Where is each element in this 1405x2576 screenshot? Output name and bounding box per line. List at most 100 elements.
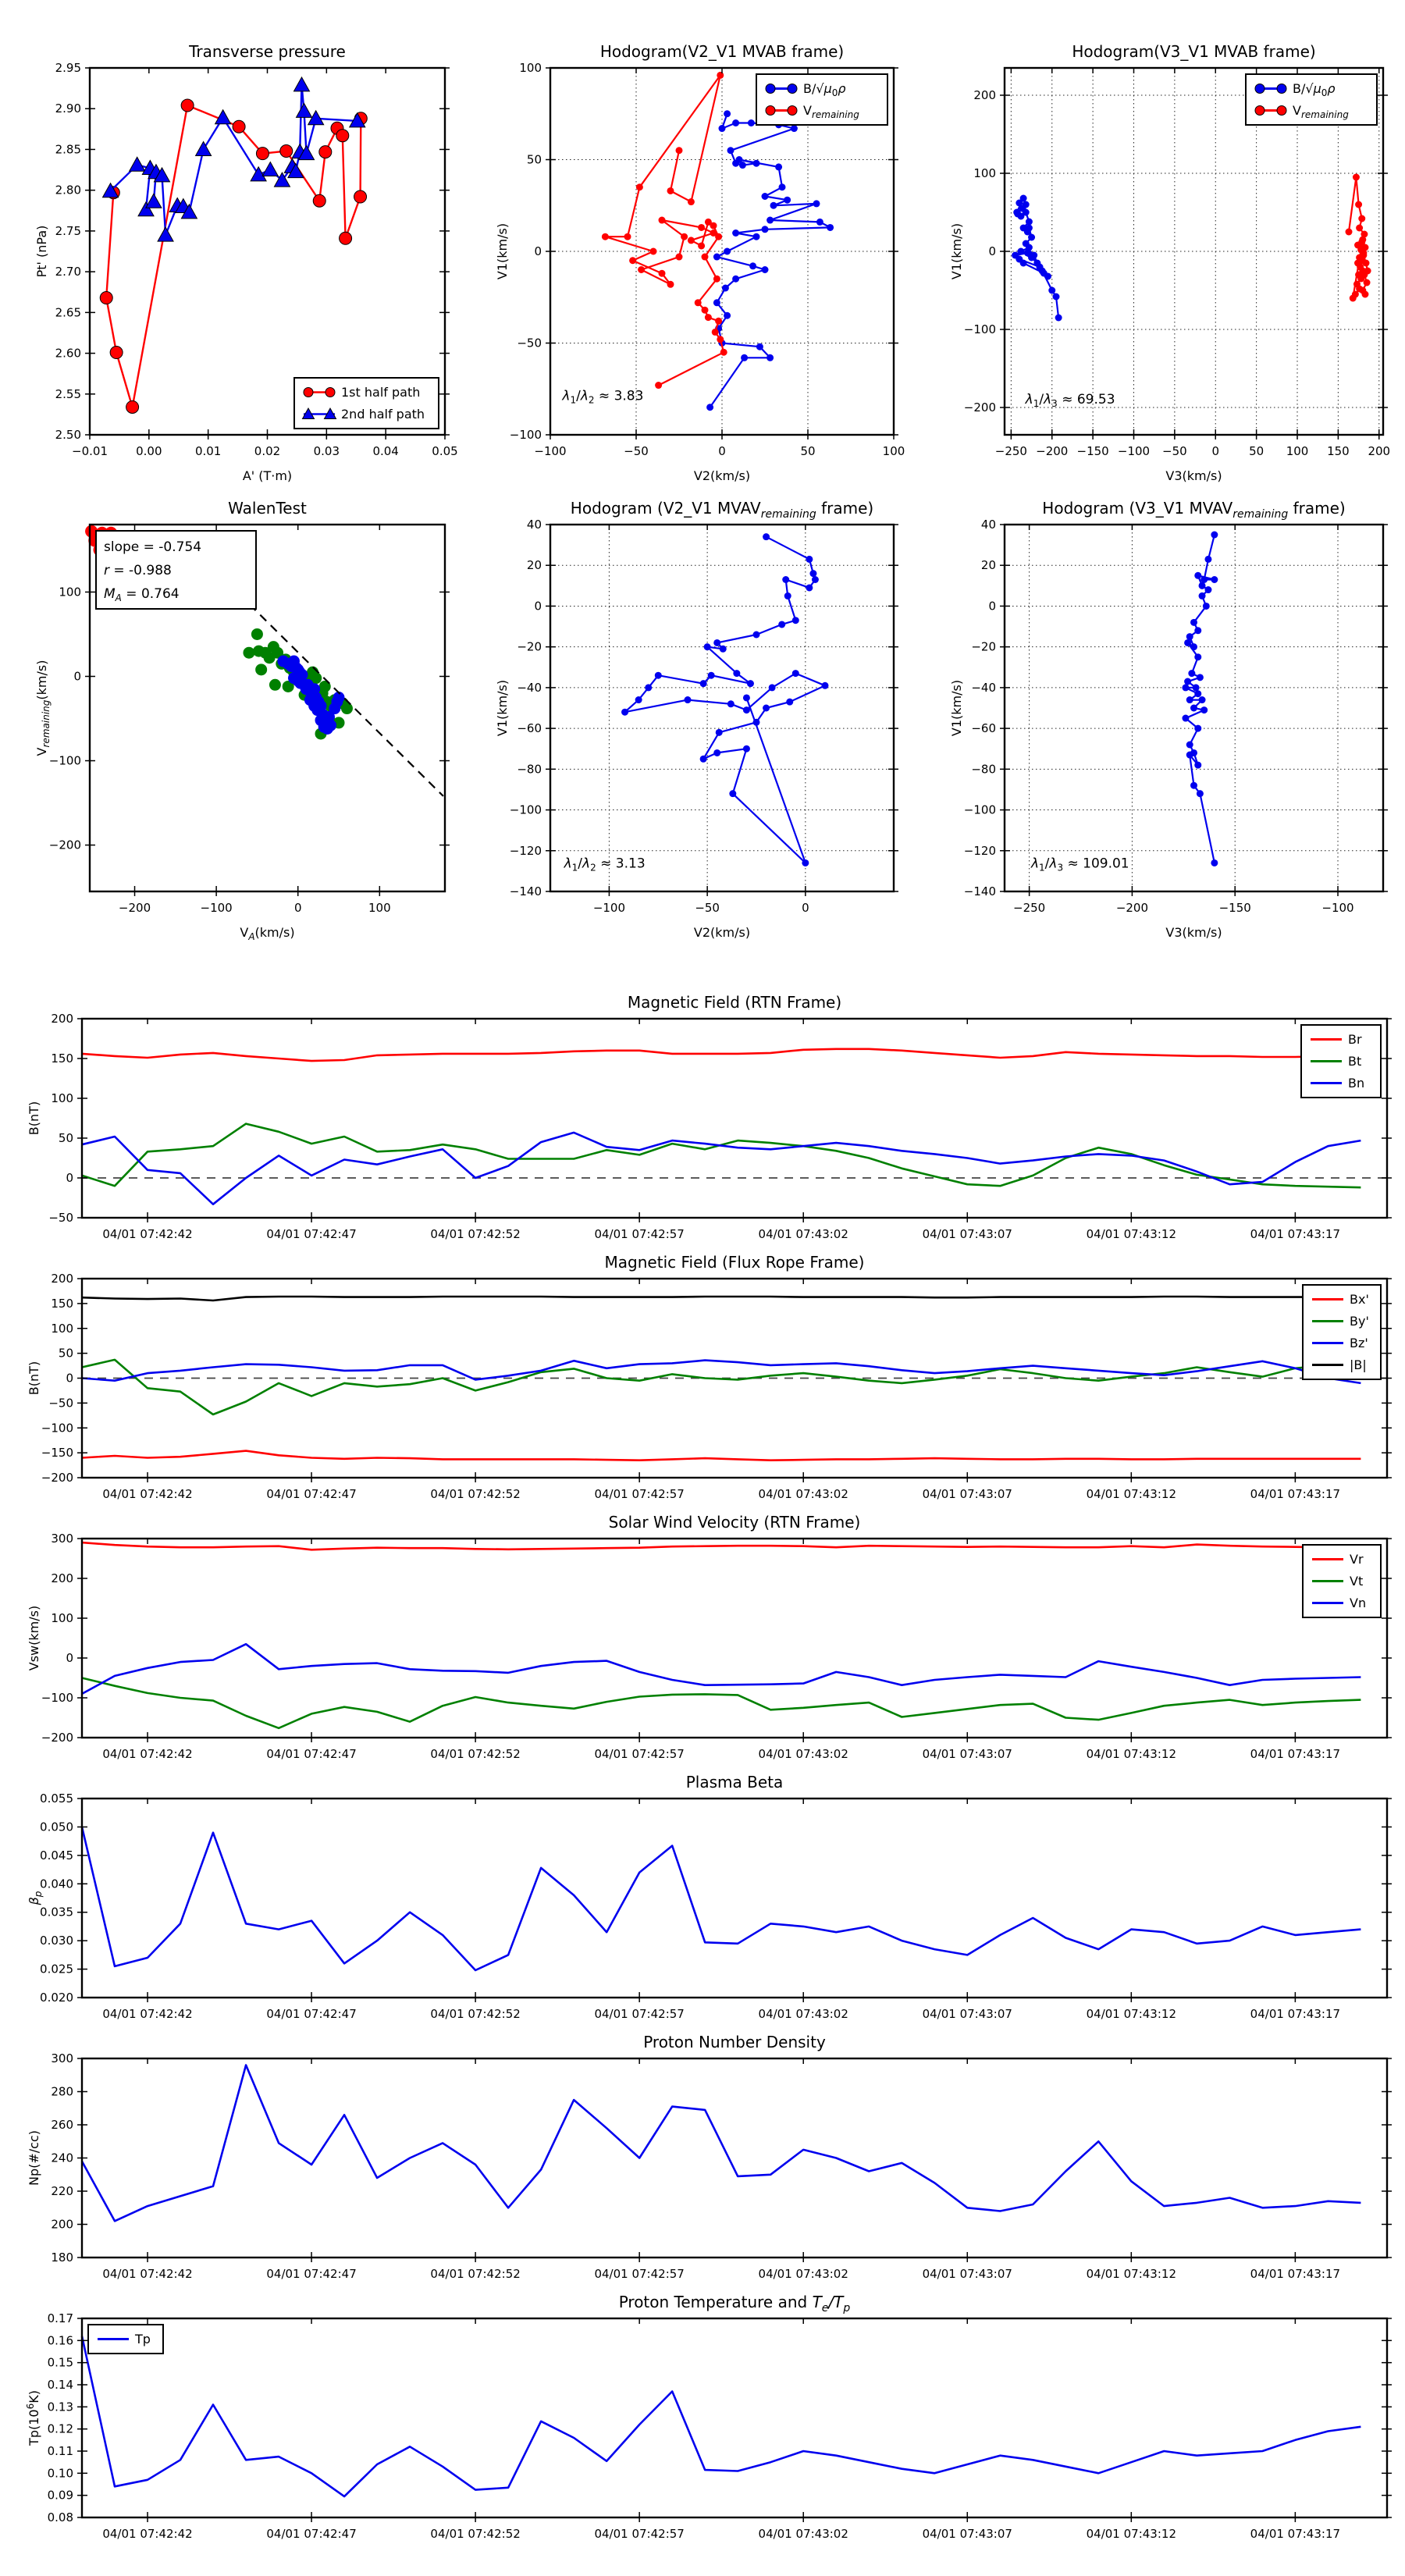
svg-text:0.030: 0.030 xyxy=(40,1934,73,1948)
svg-text:04/01 07:43:07: 04/01 07:43:07 xyxy=(923,1227,1012,1241)
svg-text:MA = 0.764: MA = 0.764 xyxy=(104,586,180,603)
svg-text:0.12: 0.12 xyxy=(48,2422,73,2436)
svg-text:1st half path: 1st half path xyxy=(341,385,420,400)
svg-text:200: 200 xyxy=(51,1571,73,1585)
svg-text:300: 300 xyxy=(51,1532,73,1546)
svg-text:−100: −100 xyxy=(1321,901,1353,915)
svg-text:By': By' xyxy=(1350,1314,1369,1329)
svg-text:−150: −150 xyxy=(41,1446,73,1460)
hodogram-v2v1-mvab-svg: −100 −50 0 50 100 −100 −50 0 50 100 Hodogram(V2_V1… xyxy=(495,42,905,483)
svg-text:Bz': Bz' xyxy=(1350,1336,1368,1350)
svg-text:04/01 07:43:12: 04/01 07:43:12 xyxy=(1087,2267,1176,2281)
svg-text:04/01 07:42:42: 04/01 07:42:42 xyxy=(102,2527,192,2541)
svg-text:Plasma Beta: Plasma Beta xyxy=(686,1773,784,1791)
svg-text:Hodogram(V2_V1 MVAB frame): Hodogram(V2_V1 MVAB frame) xyxy=(600,42,844,61)
svg-text:0: 0 xyxy=(1211,444,1219,458)
svg-text:−200: −200 xyxy=(41,1471,73,1485)
svg-text:50: 50 xyxy=(1249,444,1264,458)
panel-hodogram-v2v1-mvav: −100 −50 0 −140 −120 −100 −80 −60 −40 −20 0 20 40 Hod… xyxy=(476,490,925,970)
transverse-pressure-svg: −0.01 0.00 0.01 0.02 0.03 0.04 0.05 2.50 2.55 2.6… xyxy=(34,42,458,483)
svg-text:Transverse pressure: Transverse pressure xyxy=(188,42,346,61)
svg-text:50: 50 xyxy=(59,1131,73,1145)
svg-text:Hodogram(V3_V1 MVAB frame): Hodogram(V3_V1 MVAB frame) xyxy=(1072,42,1315,61)
svg-text:240: 240 xyxy=(51,2151,73,2165)
svg-text:Bt: Bt xyxy=(1348,1054,1361,1069)
hodogram-v3v1-mvab-svg: −250 −200 −150 −100 −50 0 50 100 150 200 −200 −100 0… xyxy=(949,42,1390,483)
svg-text:B(nT): B(nT) xyxy=(27,1361,41,1395)
svg-text:2.95: 2.95 xyxy=(55,61,81,75)
svg-text:Proton Temperature and Te/Tp: Proton Temperature and Te/Tp xyxy=(619,2293,851,2314)
svg-text:Pt' (nPa): Pt' (nPa) xyxy=(34,226,49,278)
svg-text:04/01 07:42:42: 04/01 07:42:42 xyxy=(102,2267,192,2281)
svg-text:λ1/λ2 ≈ 3.83: λ1/λ2 ≈ 3.83 xyxy=(561,388,643,405)
svg-text:−20: −20 xyxy=(517,640,542,654)
svg-text:−140: −140 xyxy=(964,884,996,898)
svg-text:Br: Br xyxy=(1348,1032,1362,1047)
svg-text:04/01 07:43:12: 04/01 07:43:12 xyxy=(1087,2007,1176,2021)
svg-text:βp: βp xyxy=(27,1891,44,1905)
svg-text:04/01 07:42:47: 04/01 07:42:47 xyxy=(266,1227,356,1241)
svg-text:04/01 07:43:12: 04/01 07:43:12 xyxy=(1087,1487,1176,1501)
svg-text:0.025: 0.025 xyxy=(40,1962,73,1976)
svg-text:−100: −100 xyxy=(41,1421,73,1435)
svg-text:04/01 07:42:57: 04/01 07:42:57 xyxy=(594,2527,684,2541)
svg-text:04/01 07:43:12: 04/01 07:43:12 xyxy=(1087,1747,1176,1761)
svg-text:2.85: 2.85 xyxy=(55,142,81,156)
svg-text:300: 300 xyxy=(51,2051,73,2065)
svg-text:VA(km/s): VA(km/s) xyxy=(240,925,294,942)
svg-text:04/01 07:43:02: 04/01 07:43:02 xyxy=(759,1747,848,1761)
svg-text:V3(km/s): V3(km/s) xyxy=(1165,925,1222,940)
svg-text:04/01 07:43:07: 04/01 07:43:07 xyxy=(923,2527,1012,2541)
svg-text:WalenTest: WalenTest xyxy=(228,499,307,518)
svg-text:0.05: 0.05 xyxy=(432,444,457,458)
svg-text:r = -0.988: r = -0.988 xyxy=(104,563,172,578)
svg-text:04/01 07:42:57: 04/01 07:42:57 xyxy=(594,1487,684,1501)
svg-text:0.04: 0.04 xyxy=(372,444,398,458)
svg-text:−50: −50 xyxy=(624,444,649,458)
svg-text:slope = -0.754: slope = -0.754 xyxy=(104,539,201,555)
svg-text:2.75: 2.75 xyxy=(55,224,81,238)
svg-text:100: 100 xyxy=(51,1322,73,1336)
svg-text:04/01 07:43:07: 04/01 07:43:07 xyxy=(923,1487,1012,1501)
svg-text:0.045: 0.045 xyxy=(40,1848,73,1863)
svg-text:100: 100 xyxy=(519,61,542,75)
svg-text:−60: −60 xyxy=(517,721,542,735)
svg-text:0.035: 0.035 xyxy=(40,1905,73,1920)
svg-text:180: 180 xyxy=(51,2250,73,2265)
svg-text:2.65: 2.65 xyxy=(55,305,81,319)
svg-text:0: 0 xyxy=(718,444,726,458)
panel-plasma-beta: 04/01 07:42:42 04/01 07:42:47 04/01 07:42:… xyxy=(16,1762,1405,2022)
svg-text:Tp: Tp xyxy=(134,2332,151,2347)
panel-proton-temperature: 04/01 07:42:42 04/01 07:42:47 04/01 07:42:… xyxy=(16,2282,1405,2542)
svg-text:−100: −100 xyxy=(964,322,996,336)
svg-text:Vremaining: Vremaining xyxy=(803,103,859,120)
svg-text:04/01 07:43:02: 04/01 07:43:02 xyxy=(759,2527,848,2541)
svg-text:−60: −60 xyxy=(971,721,996,735)
svg-text:280: 280 xyxy=(51,2085,73,2099)
svg-text:2nd half path: 2nd half path xyxy=(341,407,425,422)
svg-text:200: 200 xyxy=(51,2218,73,2232)
svg-text:0.08: 0.08 xyxy=(48,2510,73,2524)
svg-text:04/01 07:42:52: 04/01 07:42:52 xyxy=(430,1487,520,1501)
svg-text:04/01 07:43:02: 04/01 07:43:02 xyxy=(759,2267,848,2281)
svg-text:0: 0 xyxy=(73,669,81,683)
svg-text:04/01 07:43:12: 04/01 07:43:12 xyxy=(1087,1227,1176,1241)
svg-text:−200: −200 xyxy=(119,901,151,915)
svg-text:V2(km/s): V2(km/s) xyxy=(694,925,750,940)
svg-text:Vn: Vn xyxy=(1350,1596,1366,1610)
panel-proton-density: 04/01 07:42:42 04/01 07:42:47 04/01 07:42:… xyxy=(16,2022,1405,2282)
svg-text:−40: −40 xyxy=(971,681,996,695)
svg-text:04/01 07:42:47: 04/01 07:42:47 xyxy=(266,1747,356,1761)
svg-text:04/01 07:43:02: 04/01 07:43:02 xyxy=(759,1487,848,1501)
svg-text:04/01 07:42:57: 04/01 07:42:57 xyxy=(594,1747,684,1761)
svg-text:0: 0 xyxy=(294,901,302,915)
hodogram-v3v1-mvav-svg: −250 −200 −150 −100−140−120−100−80−60−40−20… xyxy=(949,499,1388,940)
svg-text:Vsw(km/s): Vsw(km/s) xyxy=(27,1606,41,1670)
svg-text:150: 150 xyxy=(51,1297,73,1311)
svg-text:0.055: 0.055 xyxy=(40,1791,73,1806)
svg-text:0: 0 xyxy=(66,1372,73,1386)
svg-text:−200: −200 xyxy=(1116,901,1148,915)
svg-text:B/√μ0ρ: B/√μ0ρ xyxy=(803,81,846,98)
svg-text:0.14: 0.14 xyxy=(48,2378,73,2392)
